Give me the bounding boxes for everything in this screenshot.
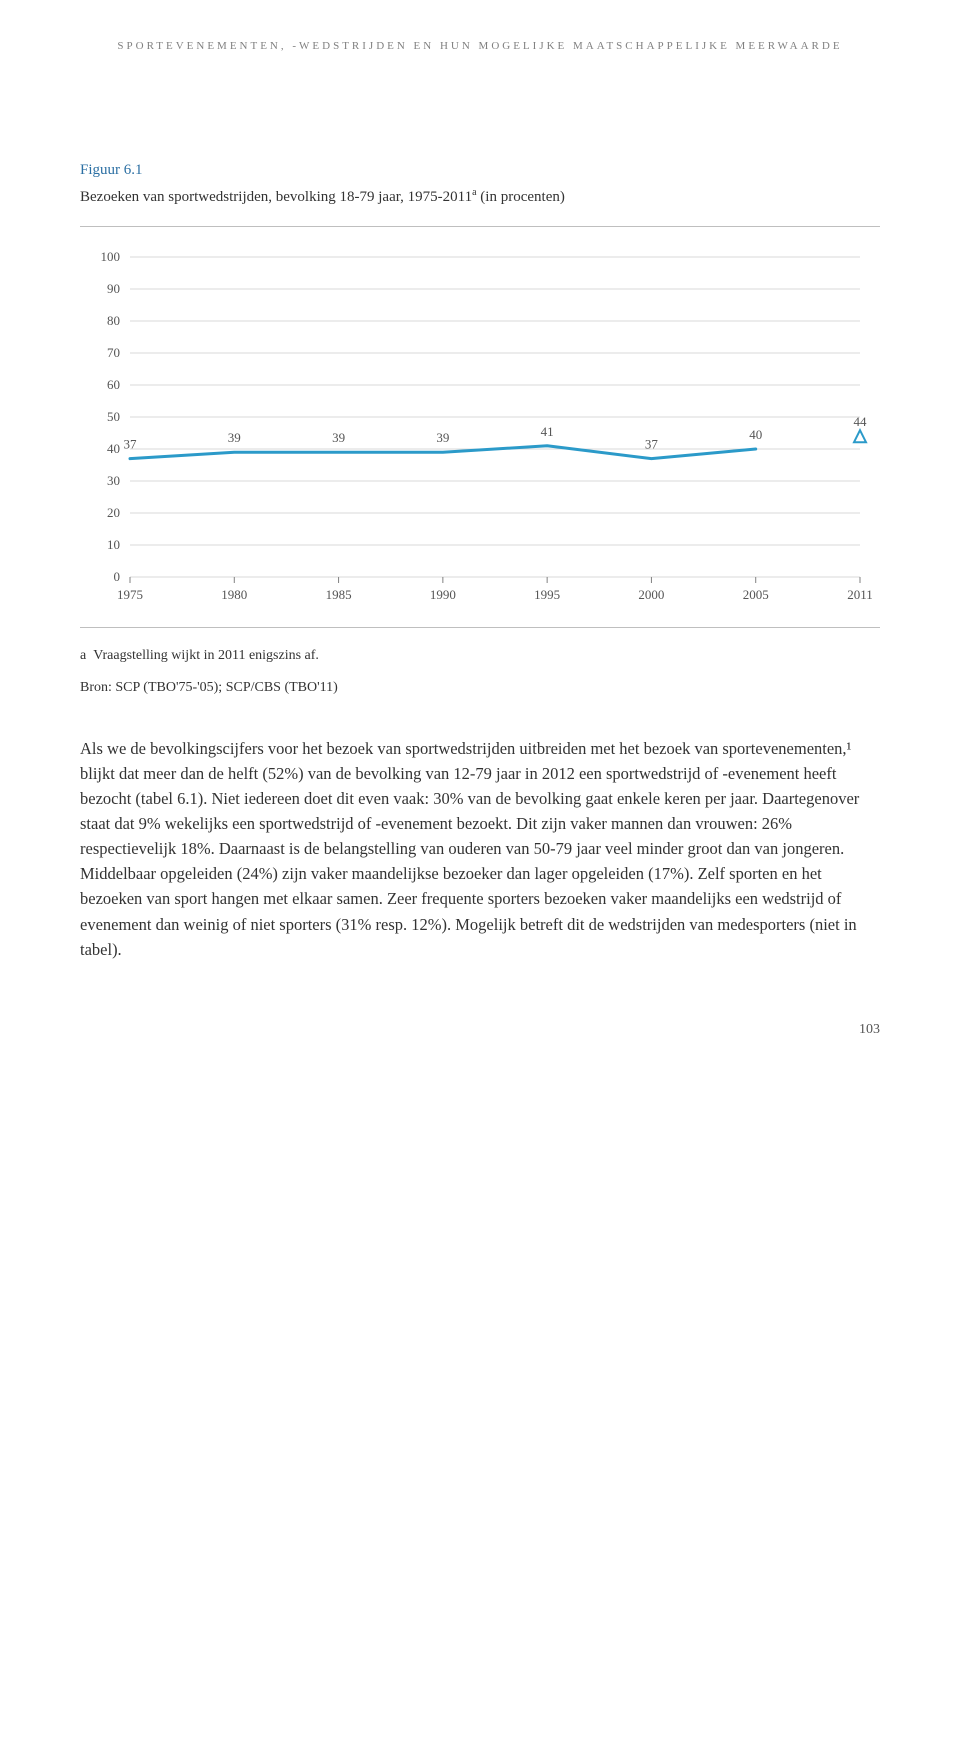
- figure-title: Bezoeken van sportwedstrijden, bevolking…: [80, 187, 880, 206]
- running-head: SPORTEVENEMENTEN, -WEDSTRIJDEN EN HUN MO…: [80, 40, 880, 52]
- footnote-text: Vraagstelling wijkt in 2011 enigszins af…: [93, 648, 319, 663]
- svg-text:1990: 1990: [430, 587, 456, 602]
- figure-footnote: a Vraagstelling wijkt in 2011 enigszins …: [80, 648, 880, 664]
- svg-text:1975: 1975: [117, 587, 143, 602]
- svg-text:90: 90: [107, 281, 120, 296]
- svg-text:20: 20: [107, 505, 120, 520]
- svg-text:30: 30: [107, 473, 120, 488]
- svg-text:1980: 1980: [221, 587, 247, 602]
- svg-text:60: 60: [107, 377, 120, 392]
- svg-text:41: 41: [541, 424, 554, 439]
- figure-rule-bottom: [80, 627, 880, 628]
- figure-title-post: (in procenten): [477, 189, 565, 205]
- figure-rule-top: [80, 226, 880, 227]
- svg-text:2011: 2011: [847, 587, 873, 602]
- svg-text:2000: 2000: [638, 587, 664, 602]
- svg-text:37: 37: [645, 437, 659, 452]
- svg-text:70: 70: [107, 345, 120, 360]
- svg-text:44: 44: [854, 414, 868, 429]
- svg-text:2005: 2005: [743, 587, 769, 602]
- svg-text:39: 39: [436, 430, 449, 445]
- page-number: 103: [80, 1022, 880, 1038]
- body-paragraph: Als we de bevolkingscijfers voor het bez…: [80, 736, 880, 962]
- svg-text:10: 10: [107, 537, 120, 552]
- svg-text:39: 39: [228, 430, 241, 445]
- line-chart: 0 10 20 30 40 50 60 70 80 90 100 1975 1980 1985 1990 19…: [80, 247, 880, 607]
- svg-text:0: 0: [114, 569, 121, 584]
- figure-source: Bron: SCP (TBO'75-'05); SCP/CBS (TBO'11): [80, 680, 880, 696]
- svg-text:37: 37: [124, 437, 138, 452]
- svg-text:40: 40: [749, 427, 762, 442]
- chart-container: 0 10 20 30 40 50 60 70 80 90 100 1975 1980 1985 1990 19…: [80, 247, 880, 607]
- svg-text:1995: 1995: [534, 587, 560, 602]
- svg-text:1985: 1985: [326, 587, 352, 602]
- svg-text:39: 39: [332, 430, 345, 445]
- svg-text:80: 80: [107, 313, 120, 328]
- svg-text:40: 40: [107, 441, 120, 456]
- svg-text:100: 100: [101, 249, 121, 264]
- figure-title-pre: Bezoeken van sportwedstrijden, bevolking…: [80, 189, 472, 205]
- footnote-marker: a: [80, 648, 86, 663]
- figure-label: Figuur 6.1: [80, 162, 880, 179]
- svg-text:50: 50: [107, 409, 120, 424]
